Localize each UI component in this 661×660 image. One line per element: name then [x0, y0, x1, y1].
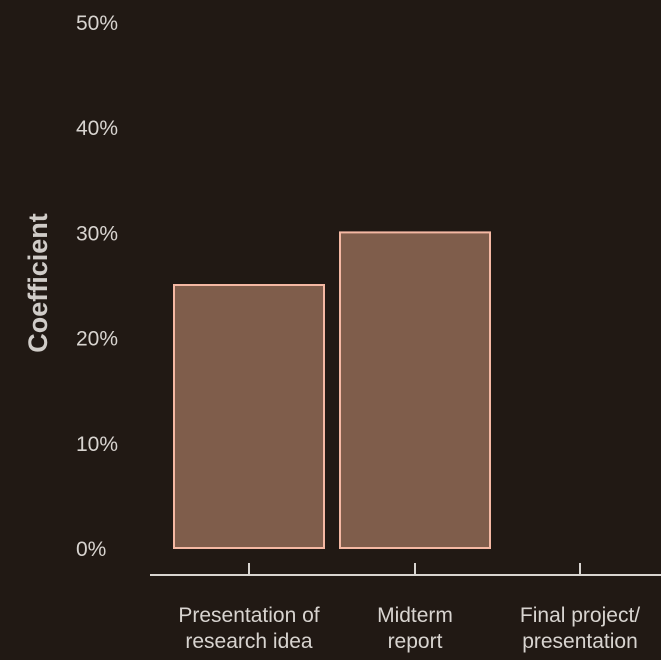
- y-tick-label: 10%: [76, 433, 118, 456]
- x-tick-label: Midterm report: [377, 604, 453, 653]
- y-tick-label: 20%: [76, 328, 118, 351]
- x-axis: [150, 563, 661, 576]
- x-tick-label: Presentation of research idea: [178, 604, 319, 653]
- bar: [173, 284, 325, 549]
- y-tick-label: 30%: [76, 222, 118, 245]
- y-axis-ticks: 0% 10% 20% 30% 40% 50%: [76, 12, 118, 561]
- y-tick-label: 40%: [76, 117, 118, 140]
- x-tick-label: Final project/presentation: [520, 604, 640, 653]
- y-axis-title: Coefficient: [23, 213, 53, 353]
- y-tick-label: 0%: [76, 538, 106, 561]
- bars: [173, 231, 491, 549]
- x-axis-labels: Presentation of research idea Midterm repor…: [178, 604, 640, 653]
- y-tick-label: 50%: [76, 12, 118, 35]
- bar: [339, 231, 491, 549]
